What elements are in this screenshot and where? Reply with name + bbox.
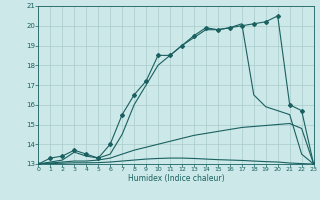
X-axis label: Humidex (Indice chaleur): Humidex (Indice chaleur) (128, 174, 224, 183)
